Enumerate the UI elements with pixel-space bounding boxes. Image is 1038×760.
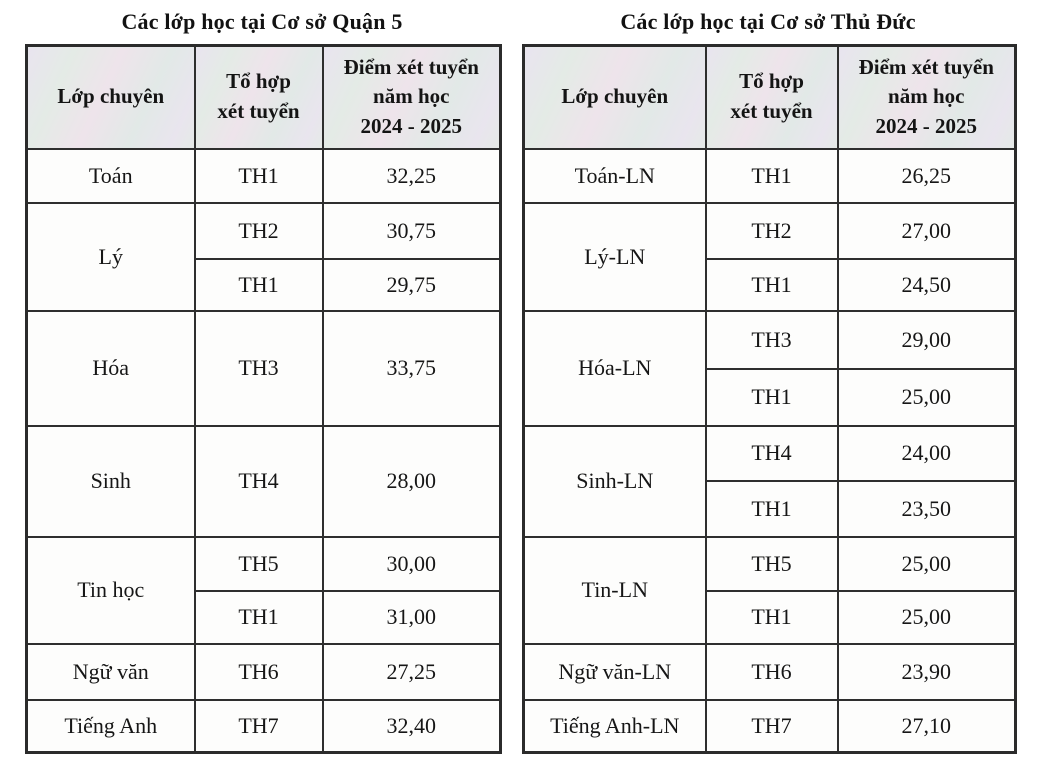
combo-cell: TH3 bbox=[193, 309, 324, 427]
table-row: Hóa-LN TH3 29,00 bbox=[522, 309, 1017, 427]
table-row: Sinh-LN TH4 24,00 bbox=[522, 424, 1017, 538]
subject-cell: Toán bbox=[25, 147, 196, 204]
score-cell: 27,25 bbox=[321, 642, 502, 701]
subject-cell: Hóa-LN bbox=[522, 309, 707, 427]
combo-cell: TH4 bbox=[193, 424, 324, 538]
subject-cell: Ngữ văn-LN bbox=[522, 642, 707, 701]
score-cell: 30,00 bbox=[321, 535, 502, 592]
score-cell: 31,00 bbox=[321, 589, 502, 645]
score-cell: 25,00 bbox=[836, 589, 1017, 645]
subject-cell: Tin-LN bbox=[522, 535, 707, 645]
subject-cell: Sinh bbox=[25, 424, 196, 538]
table-row: Tin-LN TH5 25,00 bbox=[522, 535, 1017, 645]
combo-cell: TH5 bbox=[704, 535, 839, 592]
combo-cell: TH6 bbox=[704, 642, 839, 701]
combo-cell: TH7 bbox=[193, 698, 324, 754]
score-cell: 24,00 bbox=[836, 424, 1017, 482]
combo-cell: TH3 bbox=[704, 309, 839, 370]
table-row: Tiếng Anh TH7 32,40 bbox=[25, 698, 502, 754]
score-cell: 25,00 bbox=[836, 367, 1017, 427]
score-cell: 29,75 bbox=[321, 257, 502, 312]
combo-cell: TH1 bbox=[704, 479, 839, 538]
table-section-thuduc: Các lớp học tại Cơ sở Thủ Đức Lớp chuyên… bbox=[522, 6, 1017, 754]
table-row: TH1 24,50 bbox=[524, 257, 1017, 312]
combo-cell: TH1 bbox=[704, 257, 839, 312]
table-row: TH1 29,75 bbox=[27, 257, 502, 312]
combo-cell: TH4 bbox=[704, 424, 839, 482]
table-row: TH1 31,00 bbox=[27, 589, 502, 645]
combo-cell: TH6 bbox=[193, 642, 324, 701]
table-row: Toán TH1 32,25 bbox=[25, 147, 502, 204]
score-cell: 26,25 bbox=[836, 147, 1017, 204]
subject-cell: Tin học bbox=[25, 535, 196, 645]
score-cell: 32,25 bbox=[321, 147, 502, 204]
combo-cell: TH7 bbox=[704, 698, 839, 754]
combo-cell: TH1 bbox=[193, 147, 324, 204]
subject-cell: Hóa bbox=[25, 309, 196, 427]
table-row: Ngữ văn TH6 27,25 bbox=[25, 642, 502, 701]
score-cell: 28,00 bbox=[321, 424, 502, 538]
column-header-score: Điểm xét tuyển năm học 2024 - 2025 bbox=[836, 44, 1017, 150]
score-cell: 27,10 bbox=[836, 698, 1017, 754]
score-cell: 23,90 bbox=[836, 642, 1017, 701]
score-cell: 23,50 bbox=[836, 479, 1017, 538]
table-row: Toán-LN TH1 26,25 bbox=[522, 147, 1017, 204]
table-row: Tiếng Anh-LN TH7 27,10 bbox=[522, 698, 1017, 754]
combo-cell: TH1 bbox=[193, 257, 324, 312]
subject-cell: Tiếng Anh-LN bbox=[522, 698, 707, 754]
table-title-quan5: Các lớp học tại Cơ sở Quận 5 bbox=[121, 9, 403, 34]
combo-cell: TH1 bbox=[704, 367, 839, 427]
admission-score-table-quan5: Lớp chuyên Tổ hợp xét tuyển Điểm xét tuy… bbox=[25, 44, 502, 754]
subject-cell: Toán-LN bbox=[522, 147, 707, 204]
table-section-quan5: Các lớp học tại Cơ sở Quận 5 Lớp chuyên … bbox=[25, 6, 502, 754]
column-header-subject: Lớp chuyên bbox=[522, 44, 707, 150]
table-row: Hóa TH3 33,75 bbox=[25, 309, 502, 427]
table-title-thuduc: Các lớp học tại Cơ sở Thủ Đức bbox=[620, 9, 916, 34]
subject-cell: Lý bbox=[25, 201, 196, 312]
table-row: Tin học TH5 30,00 bbox=[25, 535, 502, 645]
combo-cell: TH1 bbox=[193, 589, 324, 645]
score-cell: 29,00 bbox=[836, 309, 1017, 370]
combo-cell: TH5 bbox=[193, 535, 324, 592]
table-row: TH1 25,00 bbox=[524, 367, 1017, 427]
score-cell: 25,00 bbox=[836, 535, 1017, 592]
table-row: TH1 25,00 bbox=[524, 589, 1017, 645]
column-header-combo: Tổ hợp xét tuyển bbox=[704, 44, 839, 150]
score-cell: 27,00 bbox=[836, 201, 1017, 260]
combo-cell: TH2 bbox=[193, 201, 324, 260]
table-row: Sinh TH4 28,00 bbox=[25, 424, 502, 538]
table-row: TH1 23,50 bbox=[524, 479, 1017, 538]
combo-cell: TH1 bbox=[704, 589, 839, 645]
combo-cell: TH2 bbox=[704, 201, 839, 260]
subject-cell: Tiếng Anh bbox=[25, 698, 196, 754]
combo-cell: TH1 bbox=[704, 147, 839, 204]
score-cell: 32,40 bbox=[321, 698, 502, 754]
subject-cell: Lý-LN bbox=[522, 201, 707, 312]
score-cell: 24,50 bbox=[836, 257, 1017, 312]
subject-cell: Ngữ văn bbox=[25, 642, 196, 701]
subject-cell: Sinh-LN bbox=[522, 424, 707, 538]
column-header-score: Điểm xét tuyển năm học 2024 - 2025 bbox=[321, 44, 502, 150]
admission-score-table-thuduc: Lớp chuyên Tổ hợp xét tuyển Điểm xét tuy… bbox=[522, 44, 1017, 754]
score-cell: 33,75 bbox=[321, 309, 502, 427]
column-header-combo: Tổ hợp xét tuyển bbox=[193, 44, 324, 150]
table-row: Lý-LN TH2 27,00 bbox=[522, 201, 1017, 312]
table-row: Lý TH2 30,75 bbox=[25, 201, 502, 312]
score-cell: 30,75 bbox=[321, 201, 502, 260]
header-row: Lớp chuyên Tổ hợp xét tuyển Điểm xét tuy… bbox=[25, 44, 502, 150]
header-row: Lớp chuyên Tổ hợp xét tuyển Điểm xét tuy… bbox=[522, 44, 1017, 150]
column-header-subject: Lớp chuyên bbox=[25, 44, 196, 150]
table-row: Ngữ văn-LN TH6 23,90 bbox=[522, 642, 1017, 701]
